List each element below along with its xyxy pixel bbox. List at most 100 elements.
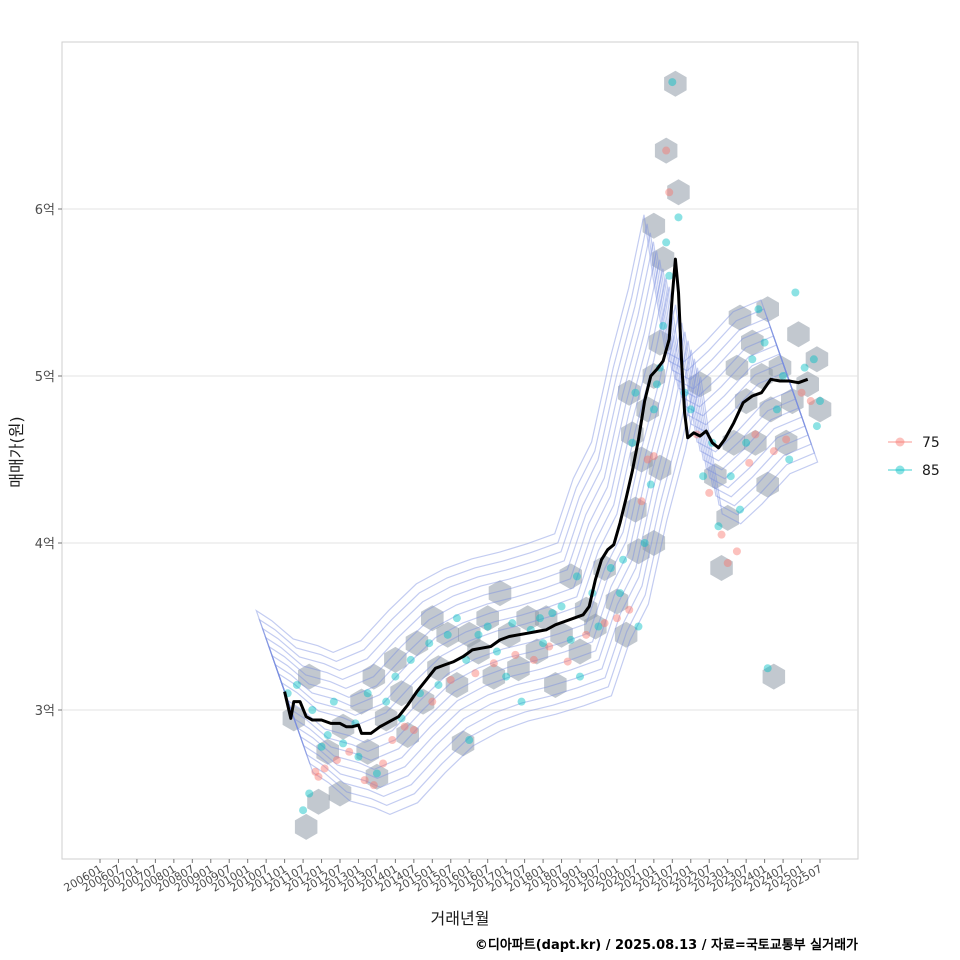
data-point-85 bbox=[659, 321, 668, 330]
data-point-85 bbox=[329, 697, 338, 706]
data-point-85 bbox=[816, 397, 824, 406]
hexbin-cell bbox=[664, 70, 687, 97]
density-contour bbox=[277, 277, 797, 753]
hexbin-cell bbox=[648, 454, 672, 481]
hexbin-cell bbox=[405, 630, 429, 657]
hexbin-cell bbox=[390, 680, 413, 707]
hexbin-cell bbox=[507, 655, 530, 682]
hexbin-cell bbox=[365, 763, 389, 790]
data-point-85 bbox=[305, 789, 314, 798]
data-point-75 bbox=[400, 722, 409, 731]
data-point-85 bbox=[606, 564, 615, 573]
data-point-85 bbox=[363, 689, 372, 698]
hexbin-cell bbox=[768, 354, 792, 381]
data-point-75 bbox=[345, 747, 354, 756]
data-point-75 bbox=[320, 764, 329, 773]
data-point-85 bbox=[649, 405, 658, 414]
hexbin-cell bbox=[328, 780, 352, 807]
source-caption: ©디아파트(dapt.kr) / 2025.08.13 / 자료=국토교통부 실… bbox=[474, 938, 858, 953]
data-point-85 bbox=[748, 355, 757, 364]
x-axis: 2006012006072007012007072008012008072009… bbox=[62, 859, 825, 895]
data-point-85 bbox=[354, 752, 363, 761]
data-point-85 bbox=[754, 305, 763, 314]
hexbin-cell bbox=[488, 580, 512, 607]
density-contours bbox=[255, 214, 819, 816]
data-point-85 bbox=[640, 539, 649, 547]
data-point-75 bbox=[723, 559, 732, 568]
hexbin-cell bbox=[467, 638, 490, 665]
hexbin-cell bbox=[356, 738, 379, 765]
data-point-85 bbox=[474, 630, 483, 639]
legend: 75 85 bbox=[888, 435, 940, 479]
legend-key-dot bbox=[895, 437, 905, 447]
data-point-75 bbox=[649, 452, 658, 461]
data-point-85 bbox=[791, 288, 800, 297]
hexbin-cell bbox=[614, 621, 638, 648]
data-point-85 bbox=[483, 622, 492, 631]
hexbin-cell bbox=[451, 730, 475, 757]
data-point-75 bbox=[600, 619, 609, 628]
hexbin-cell bbox=[725, 354, 749, 381]
data-point-75 bbox=[625, 605, 634, 614]
hexbin-cell bbox=[476, 605, 499, 632]
hexbin-cell bbox=[584, 613, 607, 640]
scatter-points bbox=[283, 78, 824, 815]
data-point-85 bbox=[646, 480, 655, 489]
data-point-85 bbox=[619, 555, 628, 564]
hexbin-cell bbox=[593, 555, 616, 581]
hexbin-cell bbox=[618, 379, 641, 406]
legend-key-dot bbox=[895, 465, 905, 475]
data-point-85 bbox=[492, 647, 501, 656]
data-point-85 bbox=[800, 363, 809, 372]
data-point-75 bbox=[705, 488, 714, 497]
hexbin-cell bbox=[744, 429, 767, 456]
data-point-85 bbox=[462, 655, 471, 664]
hexbin-cell bbox=[294, 813, 318, 840]
data-point-85 bbox=[742, 438, 751, 447]
hexbin-cell bbox=[498, 621, 521, 648]
y-tick-label: 3억 bbox=[35, 704, 55, 719]
data-point-85 bbox=[616, 589, 624, 598]
data-point-85 bbox=[508, 619, 517, 628]
hexbin-cell bbox=[568, 638, 592, 665]
data-point-75 bbox=[471, 669, 480, 678]
data-point-75 bbox=[637, 497, 646, 506]
data-point-75 bbox=[797, 388, 806, 397]
data-point-85 bbox=[662, 238, 671, 247]
hexbin-cell bbox=[805, 346, 829, 373]
data-point-85 bbox=[339, 739, 348, 748]
hexbin-cell bbox=[787, 321, 810, 348]
hexbin-cell bbox=[550, 621, 573, 648]
hexbin-cell bbox=[688, 371, 712, 398]
data-point-85 bbox=[299, 806, 308, 815]
hexbin-cell bbox=[482, 663, 506, 690]
data-point-85 bbox=[308, 706, 317, 714]
data-point-85 bbox=[665, 271, 674, 280]
hexbin-cell bbox=[756, 471, 779, 498]
data-point-85 bbox=[566, 635, 575, 644]
legend-label: 75 bbox=[922, 435, 940, 451]
hexbin-cell bbox=[762, 663, 786, 690]
hexbin-cell bbox=[642, 530, 666, 556]
hexbin-cell bbox=[624, 496, 647, 523]
hexbin-cell bbox=[722, 429, 746, 456]
data-point-75 bbox=[732, 547, 741, 556]
hexbin-cell bbox=[796, 371, 819, 398]
hexbin-cell bbox=[774, 429, 798, 456]
hexbin-cell bbox=[756, 296, 779, 323]
data-point-85 bbox=[465, 736, 474, 745]
data-point-75 bbox=[717, 530, 726, 539]
data-point-85 bbox=[634, 622, 643, 631]
x-axis-title: 거래년월 bbox=[431, 909, 490, 928]
data-point-75 bbox=[369, 781, 378, 790]
data-point-85 bbox=[736, 505, 744, 514]
data-point-85 bbox=[548, 609, 557, 618]
data-point-75 bbox=[769, 447, 778, 456]
hexbin-cell bbox=[716, 504, 739, 531]
y-gridlines bbox=[62, 208, 858, 711]
data-point-75 bbox=[745, 458, 754, 467]
data-point-85 bbox=[779, 372, 788, 380]
hexbin-cell bbox=[396, 722, 419, 748]
hexbin-cell bbox=[307, 788, 330, 815]
